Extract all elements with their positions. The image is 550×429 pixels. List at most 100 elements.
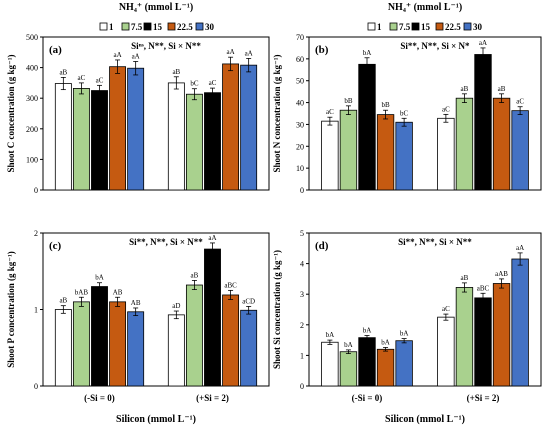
- legend-title-left: NH₄⁺ (mmol L⁻¹): [119, 2, 193, 13]
- sig-letter-1-0-2: bA: [363, 49, 372, 57]
- y-tick-label-0-4: 400: [26, 64, 38, 73]
- sig-letter-2-1-1: aB: [191, 271, 199, 279]
- sig-letter-3-1-0: aC: [442, 305, 450, 313]
- sig-letter-2-0-4: AB: [131, 299, 141, 307]
- x-category-label-2-0: (-Si = 0): [84, 393, 115, 403]
- bar-1-1-1: [455, 97, 474, 191]
- y-tick-label-0-0: 0: [34, 186, 38, 195]
- sig-letter-1-1-0: aC: [442, 105, 450, 113]
- plot-frame-1: [308, 36, 542, 191]
- sig-letter-2-1-3: aBC: [224, 281, 237, 289]
- x-category-label-2-1: (+Si = 2): [196, 393, 229, 403]
- bar-1-0-1: [339, 109, 358, 191]
- legend-label-a-3: 22.5: [177, 22, 193, 32]
- bar-1-0-3: [376, 114, 395, 191]
- legend-swatch-b-4: [463, 22, 472, 31]
- y-axis-label-2: Shoot P concentration (g kg⁻¹): [6, 251, 16, 367]
- y-tick-label-1-0: 0: [300, 186, 304, 195]
- y-tick-label-1-4: 40: [296, 99, 304, 108]
- sig-letter-1-0-1: bB: [344, 97, 353, 105]
- sig-letter-3-1-4: aA: [516, 244, 524, 252]
- sig-letter-2-0-1: bAB: [75, 288, 89, 296]
- bar-1-1-3: [492, 97, 511, 191]
- sig-letter-3-0-3: bA: [381, 338, 390, 346]
- x-category-label-3-1: (+Si = 2): [467, 393, 500, 403]
- sig-letter-2-0-2: bA: [95, 274, 104, 282]
- sig-letter-3-0-2: bA: [363, 327, 372, 335]
- x-axis-label-3: Silicon (mmol L⁻¹): [385, 414, 465, 425]
- bar-2-1-4: [240, 309, 258, 387]
- bar-0-0-4: [127, 67, 145, 191]
- sig-letter-2-1-4: aCD: [242, 297, 255, 305]
- sig-letter-2-0-3: AB: [113, 288, 123, 296]
- bar-3-0-1: [339, 351, 358, 387]
- y-axis-label-0: Shoot C concentration (g kg⁻¹): [6, 55, 16, 173]
- bar-3-0-0: [321, 341, 339, 387]
- legend-label-a-0: 1: [109, 22, 114, 32]
- bar-0-1-3: [222, 63, 240, 191]
- y-tick-label-1-1: 10: [296, 164, 304, 173]
- panel-label-1: (b): [315, 44, 329, 56]
- sig-letter-3-1-2: aBC: [477, 284, 490, 292]
- sig-letter-2-1-0: aD: [172, 302, 180, 310]
- y-tick-label-3-0: 0: [300, 382, 304, 391]
- legend-swatch-b-1: [389, 22, 398, 31]
- sig-letter-3-0-1: bA: [344, 341, 353, 349]
- legend-label-b-4: 30: [473, 22, 483, 32]
- x-axis-label-2: Silicon (mmol L⁻¹): [116, 414, 196, 425]
- stats-text-3: Si**, N**, Si × N**: [398, 237, 472, 247]
- bar-0-0-3: [109, 66, 127, 191]
- plot-frame-0: [42, 36, 270, 191]
- legend-label-b-1: 7.5: [399, 22, 411, 32]
- y-tick-label-3-1: 1: [300, 351, 304, 360]
- bar-0-0-0: [54, 83, 72, 191]
- bar-1-0-2: [358, 63, 376, 191]
- legend-swatch-b-2: [411, 22, 420, 31]
- sig-letter-1-0-3: bB: [381, 101, 390, 109]
- bar-2-1-2: [204, 248, 221, 387]
- bar-3-1-2: [474, 297, 492, 387]
- legend-swatch-a-3: [167, 22, 176, 31]
- y-tick-label-0-2: 200: [26, 125, 38, 134]
- legend-swatch-a-1: [121, 22, 130, 31]
- bar-2-0-1: [72, 301, 90, 387]
- legend-label-b-3: 22.5: [445, 22, 461, 32]
- bar-0-1-0: [167, 82, 185, 191]
- panel-label-0: (a): [49, 44, 62, 56]
- y-tick-label-2-1: 1: [34, 306, 38, 315]
- y-tick-label-3-5: 5: [300, 229, 304, 238]
- legend-swatch-b-0: [367, 22, 376, 31]
- legend-label-a-1: 7.5: [131, 22, 143, 32]
- panel-2: 0 1 2 Shoot P concentration (g kg⁻¹) (c) Si**…: [6, 229, 270, 425]
- bar-2-0-3: [109, 301, 127, 387]
- y-tick-label-3-3: 3: [300, 290, 304, 299]
- bar-0-1-1: [185, 93, 203, 191]
- bar-3-1-4: [511, 258, 529, 387]
- sig-letter-2-1-2: aA: [208, 234, 216, 242]
- y-tick-label-0-5: 500: [26, 33, 38, 42]
- panel-0: 0 100 200 300 400 500 Shoot C concentration (g…: [6, 33, 270, 195]
- y-tick-label-0-3: 300: [26, 94, 38, 103]
- sig-letter-1-1-2: aA: [479, 39, 487, 47]
- sig-letter-1-0-0: aC: [326, 108, 334, 116]
- sig-letter-0-1-1: bC: [190, 80, 199, 88]
- sig-letter-1-1-1: aB: [461, 85, 469, 93]
- sig-letter-0-1-2: aC: [209, 79, 217, 87]
- sig-letter-1-0-4: bC: [400, 109, 409, 117]
- plot-frame-3: [308, 232, 542, 387]
- legend-swatch-a-2: [143, 22, 152, 31]
- sig-letter-3-1-1: aB: [461, 274, 469, 282]
- bar-3-0-3: [376, 348, 395, 387]
- bar-1-1-0: [437, 117, 455, 191]
- legend-swatch-a-4: [195, 22, 204, 31]
- bar-2-1-3: [222, 294, 240, 387]
- sig-letter-1-1-3: aB: [498, 85, 506, 93]
- bar-2-1-1: [185, 284, 203, 387]
- y-tick-label-1-3: 30: [296, 120, 304, 129]
- y-tick-label-0-1: 100: [26, 155, 38, 164]
- y-tick-label-3-4: 4: [300, 260, 304, 269]
- sig-letter-0-0-2: aC: [96, 76, 104, 84]
- sig-letter-0-0-3: aA: [113, 51, 121, 59]
- panel-3: 0 1 2 3 4 5 Shoot Si concentration (g kg⁻¹) (d)…: [272, 229, 542, 425]
- y-tick-label-1-7: 70: [296, 33, 304, 42]
